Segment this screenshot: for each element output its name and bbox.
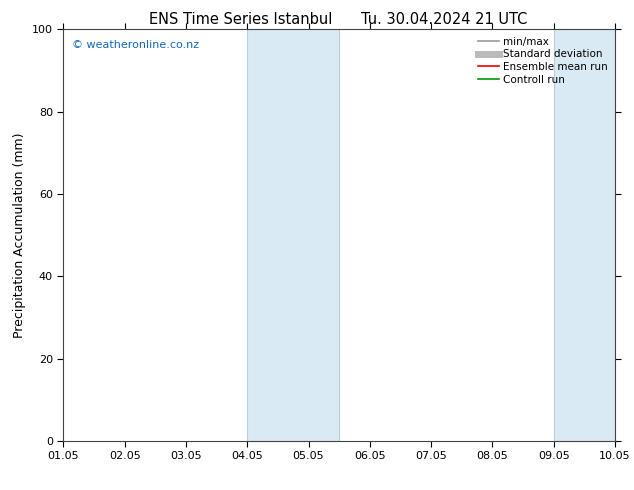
Text: Tu. 30.04.2024 21 UTC: Tu. 30.04.2024 21 UTC <box>361 12 527 27</box>
Y-axis label: Precipitation Accumulation (mm): Precipitation Accumulation (mm) <box>13 132 27 338</box>
Bar <box>247 29 339 441</box>
Text: ENS Time Series Istanbul: ENS Time Series Istanbul <box>149 12 333 27</box>
Text: © weatheronline.co.nz: © weatheronline.co.nz <box>72 40 199 49</box>
Legend: min/max, Standard deviation, Ensemble mean run, Controll run: min/max, Standard deviation, Ensemble me… <box>475 34 611 88</box>
Bar <box>553 29 615 441</box>
